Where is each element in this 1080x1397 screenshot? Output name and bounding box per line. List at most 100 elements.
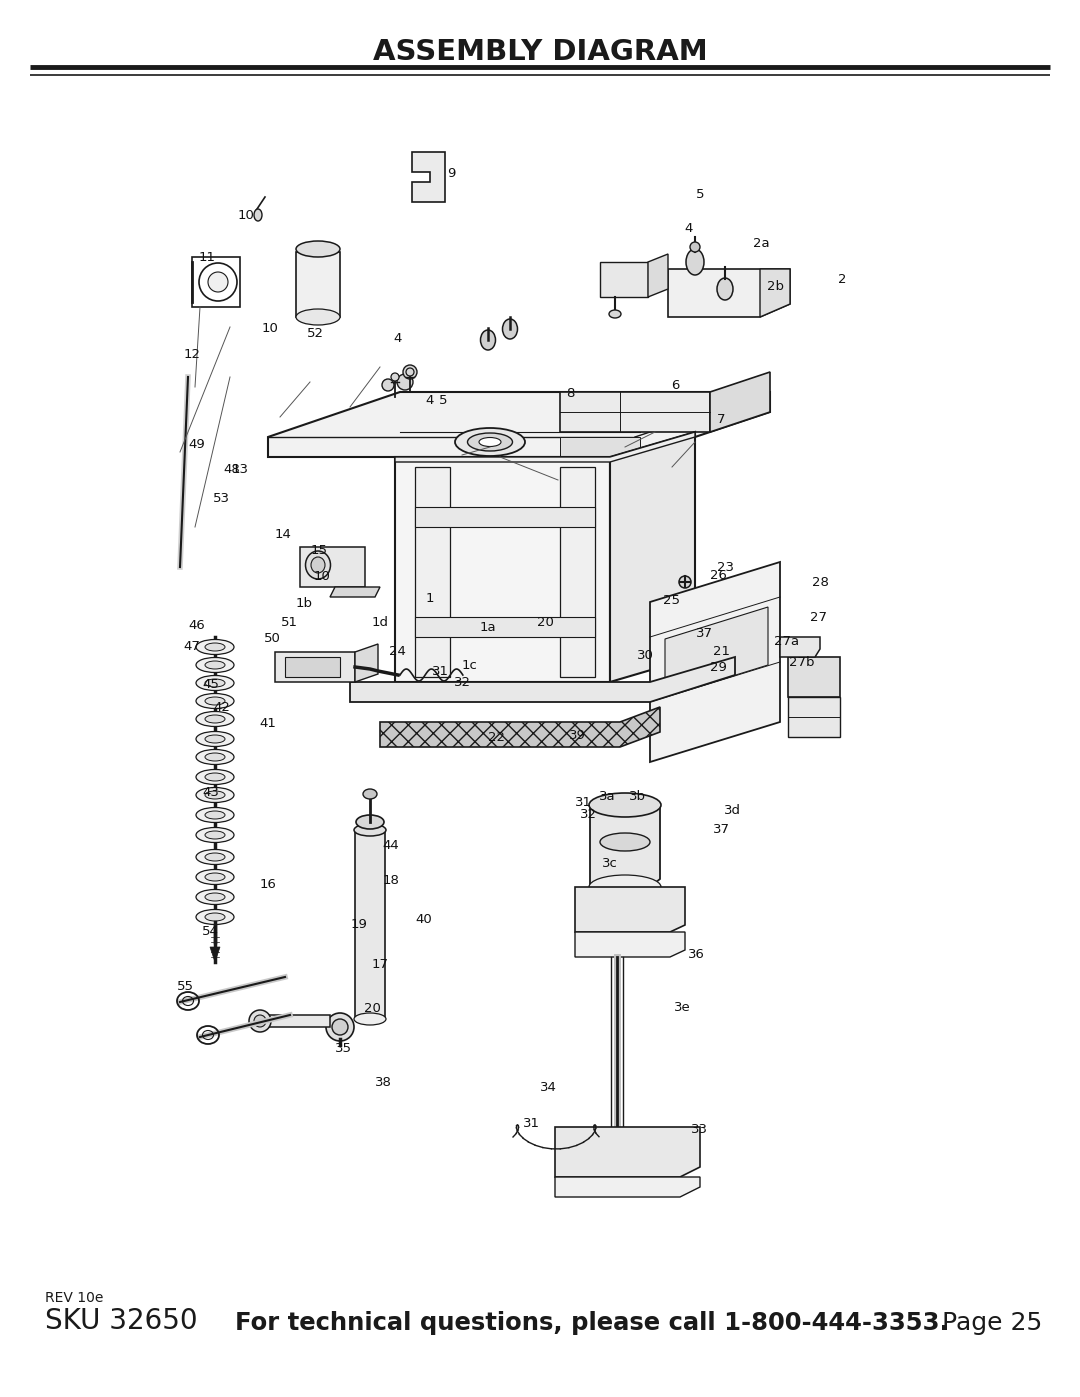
Text: 34: 34 [540, 1081, 557, 1094]
Text: 10: 10 [238, 208, 255, 222]
Text: 33: 33 [691, 1123, 708, 1136]
Ellipse shape [195, 640, 234, 655]
Text: 32: 32 [580, 807, 597, 821]
Ellipse shape [502, 319, 517, 339]
Polygon shape [650, 562, 780, 761]
Text: 21: 21 [713, 645, 730, 658]
Ellipse shape [205, 873, 225, 882]
Polygon shape [788, 657, 840, 697]
Ellipse shape [311, 557, 325, 573]
Text: 1d: 1d [372, 616, 389, 629]
Polygon shape [590, 807, 660, 887]
Text: 37: 37 [713, 823, 730, 835]
Polygon shape [669, 270, 789, 317]
Polygon shape [555, 1178, 700, 1197]
Text: 27b: 27b [788, 657, 814, 669]
Polygon shape [648, 254, 669, 298]
Text: 10: 10 [313, 570, 330, 584]
Ellipse shape [254, 1016, 266, 1027]
Text: 36: 36 [688, 949, 705, 961]
Text: 4: 4 [685, 222, 693, 235]
Ellipse shape [205, 735, 225, 743]
Text: 4: 4 [426, 394, 434, 408]
Text: 31: 31 [575, 796, 592, 809]
Text: 20: 20 [537, 616, 554, 629]
Text: 30: 30 [637, 648, 654, 662]
Text: 17: 17 [372, 958, 389, 971]
Text: 47: 47 [184, 640, 201, 652]
Polygon shape [561, 393, 710, 432]
Text: 38: 38 [375, 1076, 392, 1090]
Ellipse shape [205, 812, 225, 819]
Text: 43: 43 [202, 785, 219, 799]
Text: 4: 4 [393, 331, 402, 345]
Text: 1a: 1a [480, 622, 497, 634]
Text: 53: 53 [213, 492, 230, 506]
Polygon shape [355, 833, 384, 1017]
Ellipse shape [468, 433, 513, 451]
Polygon shape [355, 644, 378, 682]
Text: 20: 20 [364, 1002, 381, 1016]
Ellipse shape [205, 791, 225, 799]
Ellipse shape [195, 788, 234, 802]
Ellipse shape [205, 697, 225, 705]
Polygon shape [350, 657, 735, 703]
Ellipse shape [354, 824, 386, 835]
Ellipse shape [205, 854, 225, 861]
Ellipse shape [455, 427, 525, 455]
Text: 31: 31 [523, 1116, 540, 1130]
Text: 41: 41 [259, 717, 276, 731]
Text: 52: 52 [307, 327, 324, 339]
Text: SKU 32650: SKU 32650 [45, 1308, 198, 1336]
Text: 22: 22 [488, 731, 505, 745]
Ellipse shape [195, 849, 234, 865]
Polygon shape [300, 548, 365, 587]
Text: 3a: 3a [598, 789, 616, 803]
Text: 1b: 1b [296, 597, 313, 610]
Polygon shape [600, 263, 648, 298]
Ellipse shape [195, 827, 234, 842]
Ellipse shape [254, 210, 262, 221]
Text: 1: 1 [426, 592, 434, 605]
Ellipse shape [205, 914, 225, 921]
Text: ASSEMBLY DIAGRAM: ASSEMBLY DIAGRAM [373, 38, 707, 66]
Ellipse shape [391, 373, 399, 381]
Ellipse shape [403, 365, 417, 379]
Ellipse shape [589, 793, 661, 817]
Text: 27a: 27a [773, 636, 799, 648]
Ellipse shape [679, 576, 691, 588]
Polygon shape [555, 1127, 700, 1178]
Polygon shape [780, 637, 820, 657]
Ellipse shape [195, 676, 234, 690]
Text: 55: 55 [177, 979, 194, 993]
Ellipse shape [205, 643, 225, 651]
Polygon shape [610, 432, 696, 682]
Ellipse shape [205, 753, 225, 761]
Text: 44: 44 [382, 840, 400, 852]
Text: 23: 23 [717, 562, 734, 574]
Polygon shape [380, 707, 660, 747]
Text: 5: 5 [696, 187, 704, 201]
Polygon shape [330, 587, 380, 597]
Polygon shape [575, 932, 685, 957]
Text: 40: 40 [415, 914, 432, 926]
Text: 13: 13 [231, 462, 248, 476]
Ellipse shape [195, 750, 234, 764]
Ellipse shape [195, 869, 234, 884]
Text: 25: 25 [663, 594, 680, 608]
Ellipse shape [397, 374, 413, 390]
Ellipse shape [306, 550, 330, 578]
Text: 27: 27 [810, 610, 827, 624]
Text: 12: 12 [184, 348, 201, 362]
Text: 37: 37 [696, 627, 713, 640]
Polygon shape [268, 393, 770, 457]
Ellipse shape [205, 661, 225, 669]
Text: 42: 42 [213, 701, 230, 714]
Text: 15: 15 [310, 543, 327, 557]
Ellipse shape [205, 773, 225, 781]
Polygon shape [395, 457, 610, 682]
Text: 31: 31 [432, 665, 449, 678]
Text: 48: 48 [224, 462, 241, 476]
Ellipse shape [208, 272, 228, 292]
Ellipse shape [382, 379, 394, 391]
